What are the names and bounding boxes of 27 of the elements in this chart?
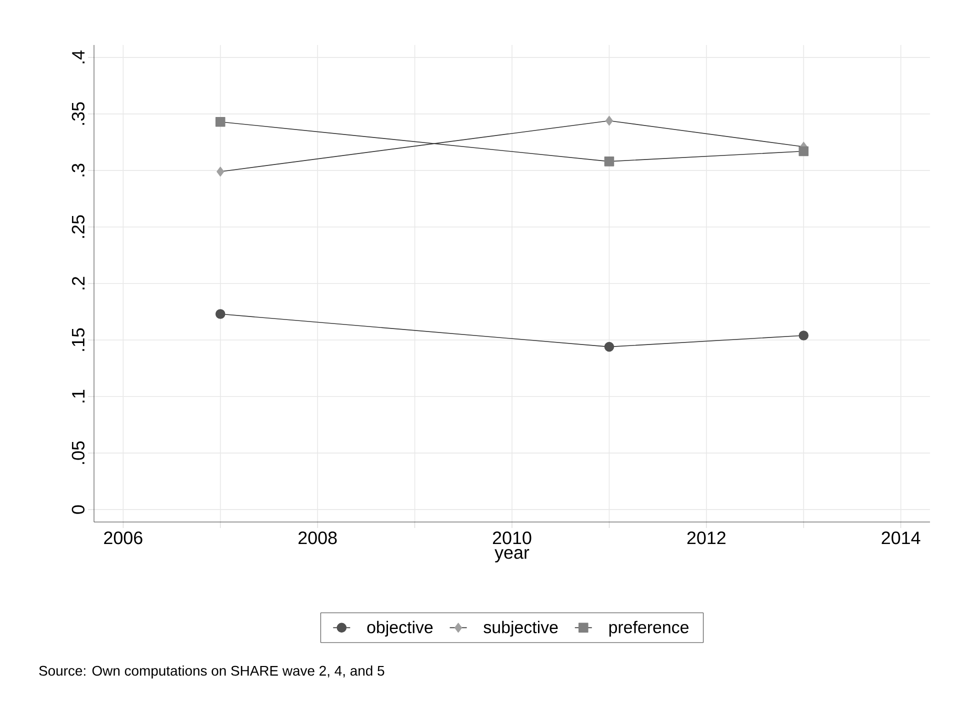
- source-note: Source: Own computations on SHARE wave 2, 4, and 5: [39, 665, 384, 678]
- point: [215, 116, 226, 127]
- y-tick-label: .3: [72, 164, 85, 176]
- y-tick-label: 0: [72, 505, 85, 514]
- point: [604, 342, 614, 352]
- legend-label: objective: [367, 620, 433, 637]
- x-tick-label: 2014: [882, 532, 920, 544]
- point: [604, 156, 614, 166]
- x-tick-label: 2006: [104, 532, 142, 544]
- y-tick-label: .15: [72, 328, 85, 351]
- y-tick-label: .2: [72, 276, 85, 290]
- legend-label: preference: [609, 620, 688, 637]
- point: [798, 330, 809, 340]
- y-tick-label: .05: [72, 441, 85, 464]
- x-tick-label: 2010: [492, 532, 532, 544]
- y-tick-label: .35: [72, 102, 85, 125]
- y-tick-label: .4: [72, 50, 85, 64]
- y-tick-label: .1: [72, 390, 85, 402]
- point: [216, 166, 224, 176]
- y-tick-label: .25: [72, 215, 85, 238]
- x-tick-label: 2012: [687, 532, 726, 544]
- point: [605, 116, 613, 126]
- point: [215, 309, 226, 319]
- point: [798, 146, 809, 156]
- legend-label: subjective: [484, 620, 558, 637]
- x-tick-label: 2008: [298, 532, 337, 544]
- x-axis-title: year: [494, 549, 530, 562]
